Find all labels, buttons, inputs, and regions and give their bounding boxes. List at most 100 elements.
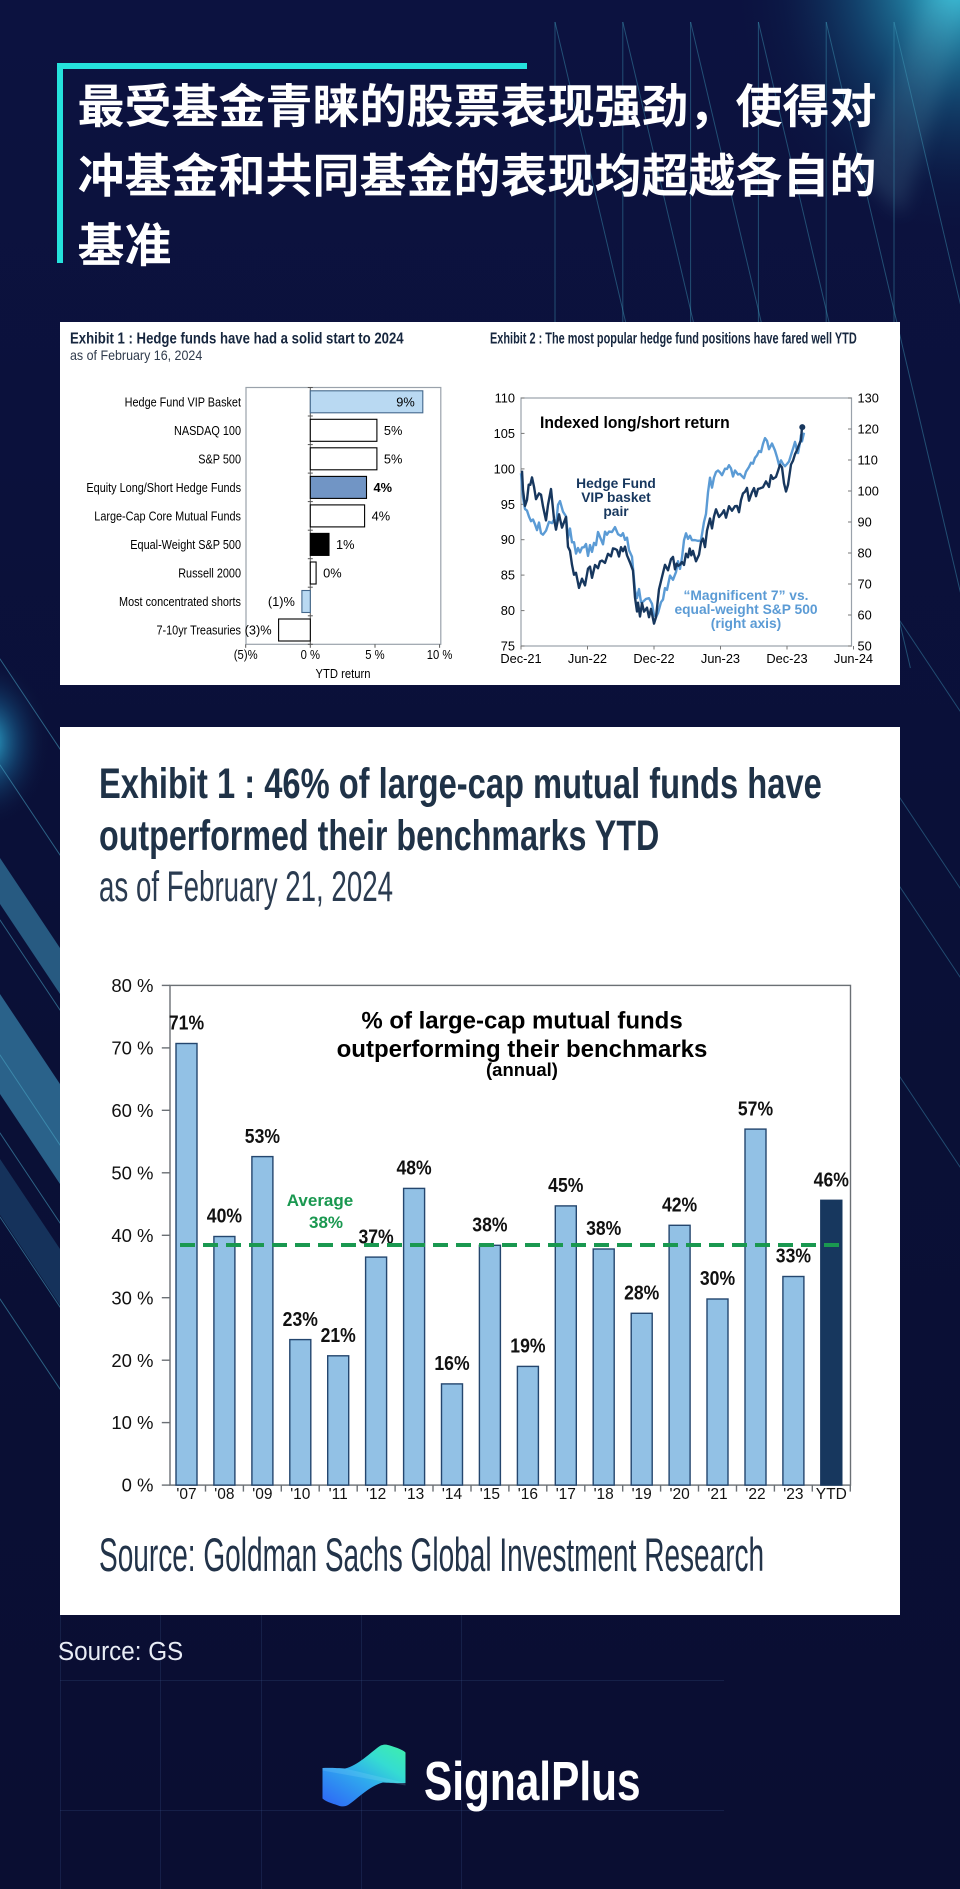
svg-text:equal-weight S&P 500: equal-weight S&P 500	[674, 602, 817, 617]
svg-text:23%: 23%	[283, 1308, 318, 1330]
svg-text:'08: '08	[214, 1486, 234, 1503]
svg-text:7-10yr Treasuries: 7-10yr Treasuries	[156, 623, 241, 638]
svg-text:70: 70	[858, 577, 872, 592]
svg-text:0%: 0%	[323, 566, 342, 581]
svg-text:57%: 57%	[738, 1097, 773, 1119]
svg-text:53%: 53%	[245, 1125, 280, 1147]
svg-text:'20: '20	[669, 1486, 690, 1503]
svg-text:'13: '13	[404, 1486, 424, 1503]
svg-text:'16: '16	[518, 1486, 538, 1503]
svg-text:Exhibit 1 : Hedge funds have h: Exhibit 1 : Hedge funds have had a solid…	[70, 330, 404, 347]
svg-text:'12: '12	[366, 1486, 386, 1503]
svg-text:Large-Cap Core Mutual Funds: Large-Cap Core Mutual Funds	[94, 509, 241, 524]
svg-text:'11: '11	[329, 1486, 348, 1503]
svg-text:“Magnificent 7” vs.: “Magnificent 7” vs.	[684, 588, 809, 603]
svg-text:10 %: 10 %	[427, 647, 453, 662]
svg-text:Jun-24: Jun-24	[834, 651, 873, 666]
svg-text:50: 50	[858, 639, 872, 654]
svg-text:Dec-21: Dec-21	[500, 651, 541, 666]
svg-text:Exhibit 2 : The most popular h: Exhibit 2 : The most popular hedge fund …	[490, 329, 857, 346]
svg-text:Equal-Weight S&P 500: Equal-Weight S&P 500	[130, 537, 241, 552]
svg-text:46%: 46%	[814, 1168, 849, 1190]
svg-text:30%: 30%	[700, 1267, 735, 1289]
svg-text:Most concentrated shorts: Most concentrated shorts	[119, 594, 241, 609]
svg-text:40 %: 40 %	[111, 1225, 153, 1246]
svg-text:33%: 33%	[776, 1245, 811, 1267]
svg-text:Equity Long/Short Hedge Funds: Equity Long/Short Hedge Funds	[86, 480, 241, 495]
svg-text:NASDAQ 100: NASDAQ 100	[174, 423, 241, 438]
svg-text:100: 100	[858, 484, 879, 499]
svg-text:Jun-22: Jun-22	[568, 651, 607, 666]
svg-text:48%: 48%	[396, 1157, 431, 1179]
svg-text:105: 105	[494, 426, 515, 441]
svg-text:'07: '07	[176, 1486, 196, 1503]
svg-text:'18: '18	[594, 1486, 614, 1503]
svg-text:% of large-cap mutual funds: % of large-cap mutual funds	[361, 1008, 682, 1035]
svg-text:'09: '09	[252, 1486, 272, 1503]
svg-text:40%: 40%	[207, 1205, 242, 1227]
svg-text:Dec-23: Dec-23	[766, 651, 807, 666]
svg-text:37%: 37%	[358, 1225, 393, 1247]
svg-text:42%: 42%	[662, 1193, 697, 1215]
svg-text:Russell 2000: Russell 2000	[178, 566, 241, 581]
svg-text:'19: '19	[632, 1486, 652, 1503]
svg-text:120: 120	[858, 422, 879, 437]
svg-text:30 %: 30 %	[111, 1287, 153, 1308]
svg-text:95: 95	[501, 497, 515, 512]
svg-text:YTD: YTD	[816, 1486, 847, 1503]
svg-text:4%: 4%	[374, 480, 393, 495]
svg-text:(right axis): (right axis)	[711, 616, 782, 631]
svg-text:YTD return: YTD return	[315, 666, 370, 681]
svg-text:16%: 16%	[434, 1352, 469, 1374]
svg-text:'14: '14	[442, 1486, 463, 1503]
svg-text:Dec-22: Dec-22	[633, 651, 674, 666]
svg-text:38%: 38%	[472, 1213, 507, 1235]
svg-text:9%: 9%	[396, 394, 415, 409]
svg-text:outperforming their benchmarks: outperforming their benchmarks	[337, 1036, 708, 1063]
svg-text:60 %: 60 %	[111, 1100, 153, 1121]
svg-text:1%: 1%	[336, 537, 355, 552]
svg-text:110: 110	[858, 453, 878, 468]
svg-text:28%: 28%	[624, 1281, 659, 1303]
svg-text:100: 100	[494, 461, 515, 476]
svg-text:130: 130	[858, 391, 879, 406]
svg-text:110: 110	[495, 391, 515, 406]
svg-text:5%: 5%	[384, 451, 403, 466]
svg-text:S&P 500: S&P 500	[198, 451, 241, 466]
svg-text:71%: 71%	[169, 1012, 204, 1034]
svg-text:19%: 19%	[510, 1335, 545, 1357]
svg-text:50 %: 50 %	[111, 1162, 153, 1183]
svg-text:'15: '15	[480, 1486, 500, 1503]
svg-text:80 %: 80 %	[111, 975, 153, 996]
svg-text:Average: Average	[287, 1191, 353, 1210]
svg-text:4%: 4%	[372, 508, 391, 523]
svg-text:38%: 38%	[309, 1213, 343, 1232]
svg-text:(annual): (annual)	[486, 1059, 558, 1080]
svg-text:Hedge Fund: Hedge Fund	[576, 476, 656, 491]
svg-text:(3)%: (3)%	[245, 623, 272, 638]
svg-text:'23: '23	[783, 1486, 803, 1503]
svg-text:85: 85	[501, 568, 515, 583]
svg-text:'22: '22	[745, 1486, 765, 1503]
svg-text:38%: 38%	[586, 1217, 621, 1239]
svg-text:80: 80	[858, 546, 872, 561]
svg-text:(1)%: (1)%	[268, 594, 295, 609]
svg-text:Jun-23: Jun-23	[701, 651, 740, 666]
svg-text:pair: pair	[603, 504, 629, 519]
svg-text:'17: '17	[556, 1486, 576, 1503]
svg-text:Indexed long/short return: Indexed long/short return	[540, 414, 730, 432]
svg-text:5%: 5%	[384, 423, 403, 438]
svg-text:0 %: 0 %	[122, 1475, 154, 1496]
svg-text:10 %: 10 %	[111, 1412, 153, 1433]
svg-text:5 %: 5 %	[365, 647, 385, 662]
svg-text:'10: '10	[290, 1486, 311, 1503]
svg-text:0 %: 0 %	[301, 647, 321, 662]
svg-text:80: 80	[501, 603, 515, 618]
svg-text:21%: 21%	[321, 1324, 356, 1346]
svg-text:45%: 45%	[548, 1174, 583, 1196]
svg-text:90: 90	[501, 532, 515, 547]
svg-text:70 %: 70 %	[111, 1038, 153, 1059]
svg-text:Hedge Fund VIP Basket: Hedge Fund VIP Basket	[125, 394, 242, 409]
svg-text:VIP basket: VIP basket	[581, 490, 651, 505]
svg-text:20 %: 20 %	[111, 1350, 153, 1371]
